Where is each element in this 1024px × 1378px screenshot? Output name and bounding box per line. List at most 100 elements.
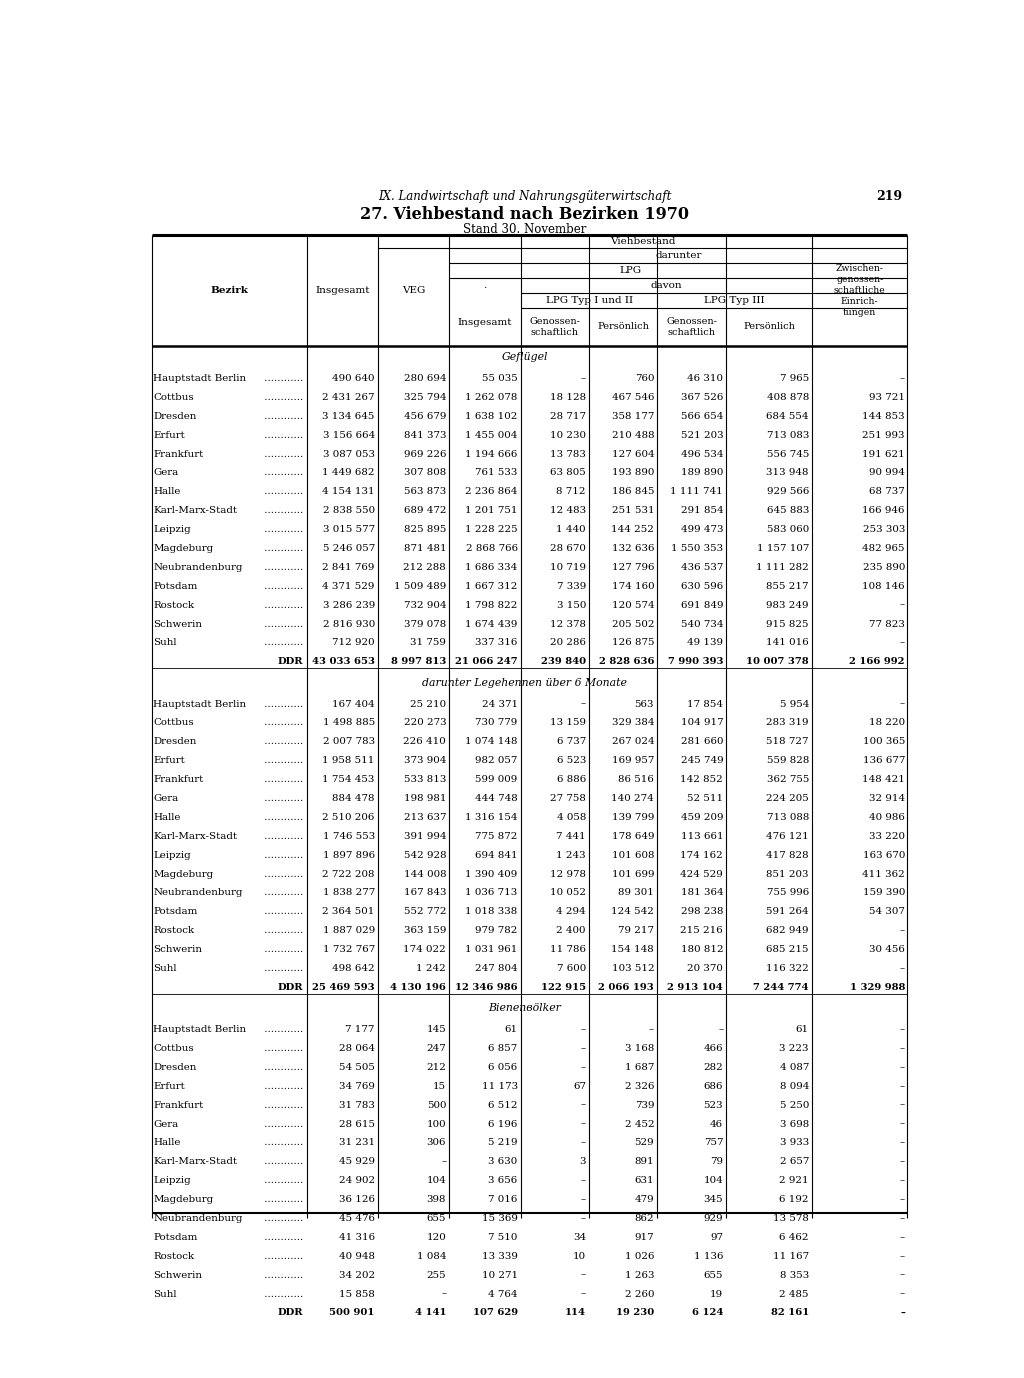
Text: Frankfurt: Frankfurt: [154, 449, 204, 459]
Text: 13 339: 13 339: [481, 1251, 518, 1261]
Text: 10 230: 10 230: [550, 431, 586, 440]
Text: 686: 686: [703, 1082, 723, 1091]
Text: 6 462: 6 462: [779, 1233, 809, 1242]
Text: –: –: [900, 1290, 905, 1298]
Text: 1 732 767: 1 732 767: [323, 945, 375, 954]
Text: Frankfurt: Frankfurt: [154, 774, 204, 784]
Text: 563: 563: [635, 700, 654, 708]
Text: darunter: darunter: [655, 251, 701, 260]
Text: 6 737: 6 737: [557, 737, 586, 747]
Text: Karl-Marx-Stadt: Karl-Marx-Stadt: [154, 1158, 238, 1166]
Text: 417 828: 417 828: [766, 850, 809, 860]
Text: Hauptstadt Berlin: Hauptstadt Berlin: [154, 373, 247, 383]
Text: 126 875: 126 875: [611, 638, 654, 648]
Text: 730 779: 730 779: [475, 718, 518, 728]
Text: –: –: [900, 965, 905, 973]
Text: 36 126: 36 126: [339, 1195, 375, 1204]
Text: –: –: [900, 1025, 905, 1034]
Text: 19: 19: [710, 1290, 723, 1298]
Text: 15 858: 15 858: [339, 1290, 375, 1298]
Text: 630 596: 630 596: [681, 582, 723, 591]
Text: 34: 34: [572, 1233, 586, 1242]
Text: 2 722 208: 2 722 208: [323, 870, 375, 879]
Text: 559 828: 559 828: [767, 757, 809, 765]
Text: 49 139: 49 139: [687, 638, 723, 648]
Text: 46: 46: [710, 1119, 723, 1129]
Text: Neubrandenburg: Neubrandenburg: [154, 889, 243, 897]
Text: 2 657: 2 657: [779, 1158, 809, 1166]
Text: ............: ............: [261, 562, 303, 572]
Text: 1 897 896: 1 897 896: [323, 850, 375, 860]
Text: 306: 306: [427, 1138, 446, 1148]
Text: 7 600: 7 600: [557, 965, 586, 973]
Text: 101 608: 101 608: [611, 850, 654, 860]
Text: 713 088: 713 088: [767, 813, 809, 821]
Text: 2 326: 2 326: [625, 1082, 654, 1091]
Text: 219: 219: [876, 190, 902, 203]
Text: 144 853: 144 853: [862, 412, 905, 420]
Text: 1 838 277: 1 838 277: [323, 889, 375, 897]
Text: 337 316: 337 316: [475, 638, 518, 648]
Text: 45 929: 45 929: [339, 1158, 375, 1166]
Text: 4 130 196: 4 130 196: [390, 983, 446, 992]
Text: 100 365: 100 365: [862, 737, 905, 747]
Text: 5 219: 5 219: [488, 1138, 518, 1148]
Text: Halle: Halle: [154, 488, 181, 496]
Text: 205 502: 205 502: [611, 620, 654, 628]
Text: 713 083: 713 083: [767, 431, 809, 440]
Text: 521 203: 521 203: [681, 431, 723, 440]
Text: Erfurt: Erfurt: [154, 1082, 185, 1091]
Text: 1 136: 1 136: [693, 1251, 723, 1261]
Text: 1 074 148: 1 074 148: [465, 737, 518, 747]
Text: –: –: [900, 1138, 905, 1148]
Text: 757: 757: [703, 1138, 723, 1148]
Text: 1 111 282: 1 111 282: [756, 562, 809, 572]
Text: ............: ............: [261, 449, 303, 459]
Text: LPG Typ I und II: LPG Typ I und II: [546, 296, 633, 305]
Text: 1 201 751: 1 201 751: [465, 506, 518, 515]
Text: VEG: VEG: [402, 287, 425, 295]
Text: Insgesamt: Insgesamt: [315, 287, 370, 295]
Text: davon: davon: [650, 281, 682, 289]
Text: 25 210: 25 210: [410, 700, 446, 708]
Text: 1 440: 1 440: [556, 525, 586, 535]
Text: 97: 97: [711, 1233, 723, 1242]
Text: ............: ............: [261, 1290, 303, 1298]
Text: 6 192: 6 192: [779, 1195, 809, 1204]
Text: 163 670: 163 670: [862, 850, 905, 860]
Text: 1 084: 1 084: [417, 1251, 446, 1261]
Text: 139 799: 139 799: [611, 813, 654, 821]
Text: ............: ............: [261, 506, 303, 515]
Text: Persönlich: Persönlich: [743, 322, 796, 331]
Text: 1 242: 1 242: [417, 965, 446, 973]
Text: 1 958 511: 1 958 511: [323, 757, 375, 765]
Text: 283 319: 283 319: [766, 718, 809, 728]
Text: 500 901: 500 901: [330, 1308, 375, 1317]
Text: –: –: [900, 638, 905, 648]
Text: 8 997 813: 8 997 813: [391, 657, 446, 667]
Text: Geflügel: Geflügel: [502, 353, 548, 362]
Text: 226 410: 226 410: [403, 737, 446, 747]
Text: 459 209: 459 209: [681, 813, 723, 821]
Text: 41 316: 41 316: [339, 1233, 375, 1242]
Text: 212: 212: [426, 1062, 446, 1072]
Text: ............: ............: [261, 757, 303, 765]
Text: ............: ............: [261, 620, 303, 628]
Text: ............: ............: [261, 774, 303, 784]
Text: ............: ............: [261, 926, 303, 936]
Text: 529: 529: [635, 1138, 654, 1148]
Text: Hauptstadt Berlin: Hauptstadt Berlin: [154, 700, 247, 708]
Text: 186 845: 186 845: [611, 488, 654, 496]
Text: –: –: [581, 373, 586, 383]
Text: 28 615: 28 615: [339, 1119, 375, 1129]
Text: Rostock: Rostock: [154, 926, 195, 936]
Text: –: –: [581, 1025, 586, 1034]
Text: 3 015 577: 3 015 577: [323, 525, 375, 535]
Text: 108 146: 108 146: [862, 582, 905, 591]
Text: 6 124: 6 124: [692, 1308, 723, 1317]
Text: 466: 466: [703, 1045, 723, 1053]
Text: 499 473: 499 473: [681, 525, 723, 535]
Text: 2 007 783: 2 007 783: [323, 737, 375, 747]
Text: Bezirk: Bezirk: [210, 287, 248, 295]
Text: 3 630: 3 630: [488, 1158, 518, 1166]
